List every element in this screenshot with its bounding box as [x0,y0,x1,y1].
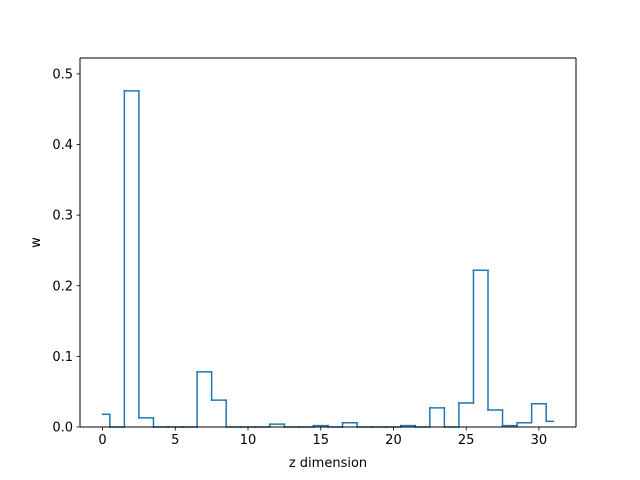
axes: 0 5 10 15 20 25 30 0.0 0.1 0.2 0.3 0.4 0.5 [52,57,577,448]
y-axis-label: w [29,237,44,248]
y-tick-label: 0.0 [52,421,73,436]
x-tick-label: 25 [458,433,475,448]
x-tick-label: 5 [171,433,179,448]
x-tick-label: 10 [240,433,257,448]
x-tick-label: 30 [531,433,548,448]
x-tick-label: 0 [98,433,106,448]
y-tick-label: 0.2 [52,279,73,294]
y-tick-label: 0.1 [52,350,73,365]
plot-area [80,58,576,428]
x-tick-label: 15 [312,433,329,448]
x-axis-label: z dimension [289,456,367,471]
y-tick-label: 0.3 [52,209,73,224]
plot-background [80,58,576,427]
x-tick-label: 20 [385,433,402,448]
y-tick-label: 0.5 [52,67,73,82]
y-tick-label: 0.4 [52,138,73,153]
